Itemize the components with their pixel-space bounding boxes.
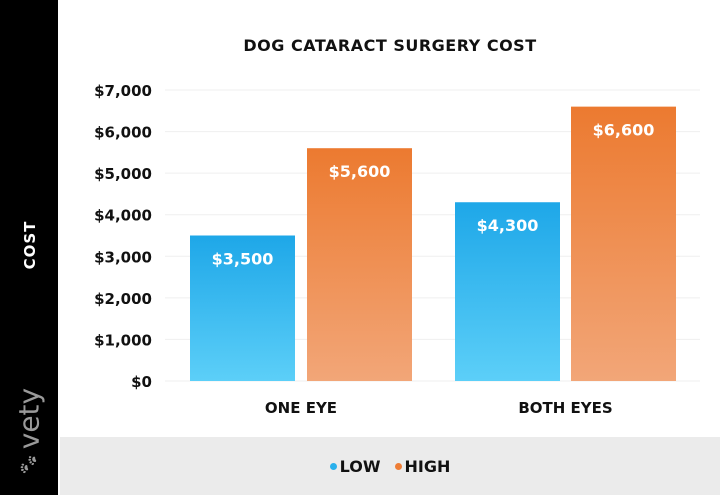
x-tick-label: ONE EYE [265, 399, 337, 417]
x-tick-label: BOTH EYES [518, 399, 612, 417]
chart-title: DOG CATARACT SURGERY COST [243, 36, 537, 55]
y-tick-label: $6,000 [94, 124, 152, 142]
legend-label: LOW [339, 456, 381, 476]
bar-high [307, 148, 412, 381]
data-label: $4,300 [477, 216, 539, 235]
sidebar: COST 🐾︎ vety [0, 0, 58, 495]
bar-low [455, 202, 560, 381]
data-label: $3,500 [212, 250, 274, 269]
legend-item-high: HIGH [394, 456, 451, 476]
bar-low [190, 235, 295, 381]
y-tick-label: $0 [131, 373, 152, 391]
y-tick-label: $5,000 [94, 165, 152, 183]
data-label: $5,600 [329, 162, 391, 181]
legend-item-low: LOW [329, 456, 381, 476]
y-tick-label: $2,000 [94, 290, 152, 308]
legend-swatch-low [329, 462, 337, 470]
y-tick-label: $3,000 [94, 248, 152, 266]
y-tick-label: $7,000 [94, 82, 152, 100]
bar-high [571, 106, 676, 381]
legend-swatch-high [394, 462, 402, 470]
y-tick-label: $1,000 [94, 331, 152, 349]
y-tick-label: $4,000 [94, 207, 152, 225]
legend: LOW HIGH [60, 437, 720, 495]
legend-label: HIGH [404, 456, 451, 476]
data-label: $6,600 [593, 121, 655, 140]
